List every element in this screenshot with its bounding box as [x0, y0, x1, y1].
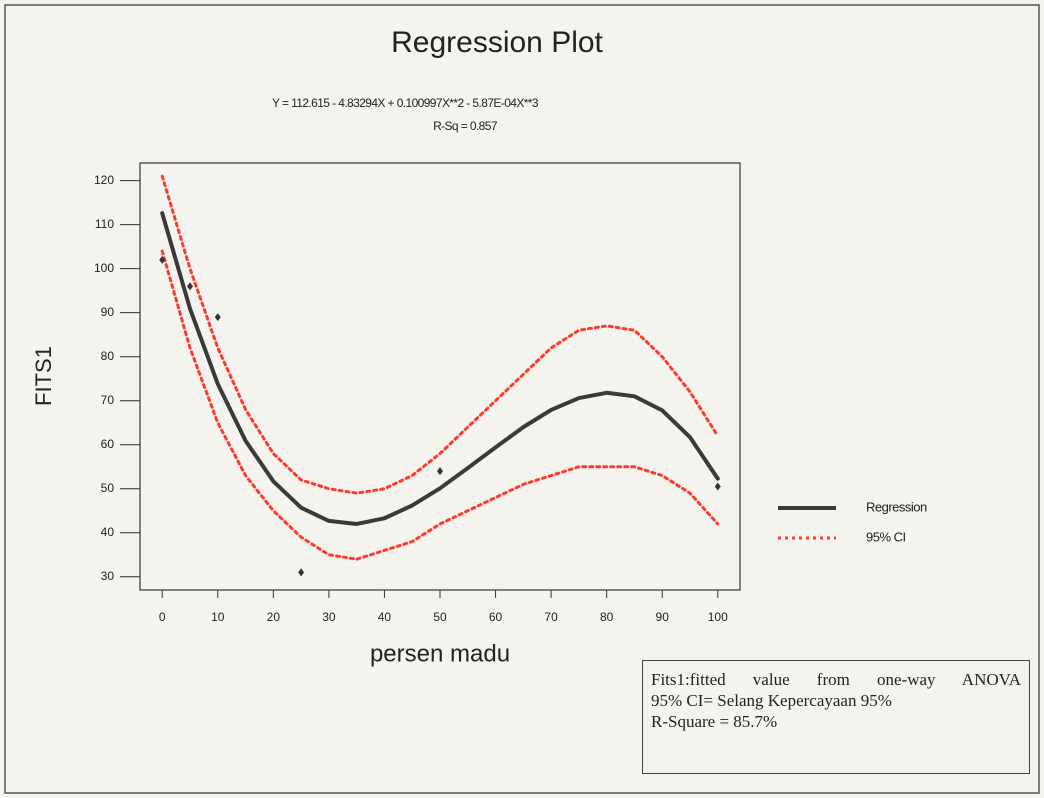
- y-tick-label: 90: [101, 305, 115, 319]
- y-tick-label: 30: [101, 569, 115, 583]
- x-tick-label: 40: [378, 610, 392, 624]
- x-tick-label: 90: [656, 610, 670, 624]
- x-tick-label: 30: [322, 610, 336, 624]
- legend-label: Regression: [866, 499, 927, 514]
- page-frame: [4, 4, 1040, 794]
- y-tick-label: 40: [101, 525, 115, 539]
- note: Fits1:fitted value from one-way ANOVA: [651, 670, 1021, 689]
- y-tick-label: 120: [94, 173, 114, 187]
- data-point: [298, 568, 305, 577]
- x-tick-label: 10: [211, 610, 225, 624]
- x-tick-label: 20: [267, 610, 281, 624]
- series-line: [160, 249, 720, 561]
- note: R-Square = 85.7%: [651, 712, 778, 731]
- y-tick-label: 50: [101, 481, 115, 495]
- data-point: [187, 282, 193, 291]
- data-point: [714, 482, 721, 491]
- y-axis-label: FITS1: [31, 346, 56, 406]
- x-axis-label: persen madu: [370, 640, 510, 667]
- equation: Y = 112.615 - 4.83294X + 0.100997X**2 - …: [272, 96, 539, 110]
- data-point: [159, 255, 166, 264]
- data-point: [214, 313, 221, 322]
- x-tick-label: 0: [159, 610, 166, 624]
- y-tick-label: 60: [101, 437, 115, 451]
- x-tick-label: 100: [708, 610, 728, 624]
- series-line: [160, 174, 720, 495]
- y-tick-label: 70: [101, 393, 115, 407]
- y-tick-label: 80: [101, 349, 115, 363]
- chart-title: Regression Plot: [391, 26, 603, 59]
- y-tick-label: 110: [95, 217, 114, 231]
- note-box: Fits1:fitted value from one-way ANOVA 95…: [642, 660, 1030, 774]
- x-tick-label: 60: [489, 610, 503, 624]
- x-tick-label: 50: [433, 610, 447, 624]
- legend-label: 95% CI: [866, 529, 906, 544]
- r-squared: R-Sq = 0.857: [433, 119, 498, 133]
- series-line: [160, 211, 720, 526]
- note: 95% CI= Selang Kepercayaan 95%: [651, 691, 892, 710]
- data-point: [437, 467, 443, 476]
- x-tick-label: 70: [544, 610, 558, 624]
- x-tick-label: 80: [600, 610, 614, 624]
- y-tick-label: 100: [94, 261, 114, 275]
